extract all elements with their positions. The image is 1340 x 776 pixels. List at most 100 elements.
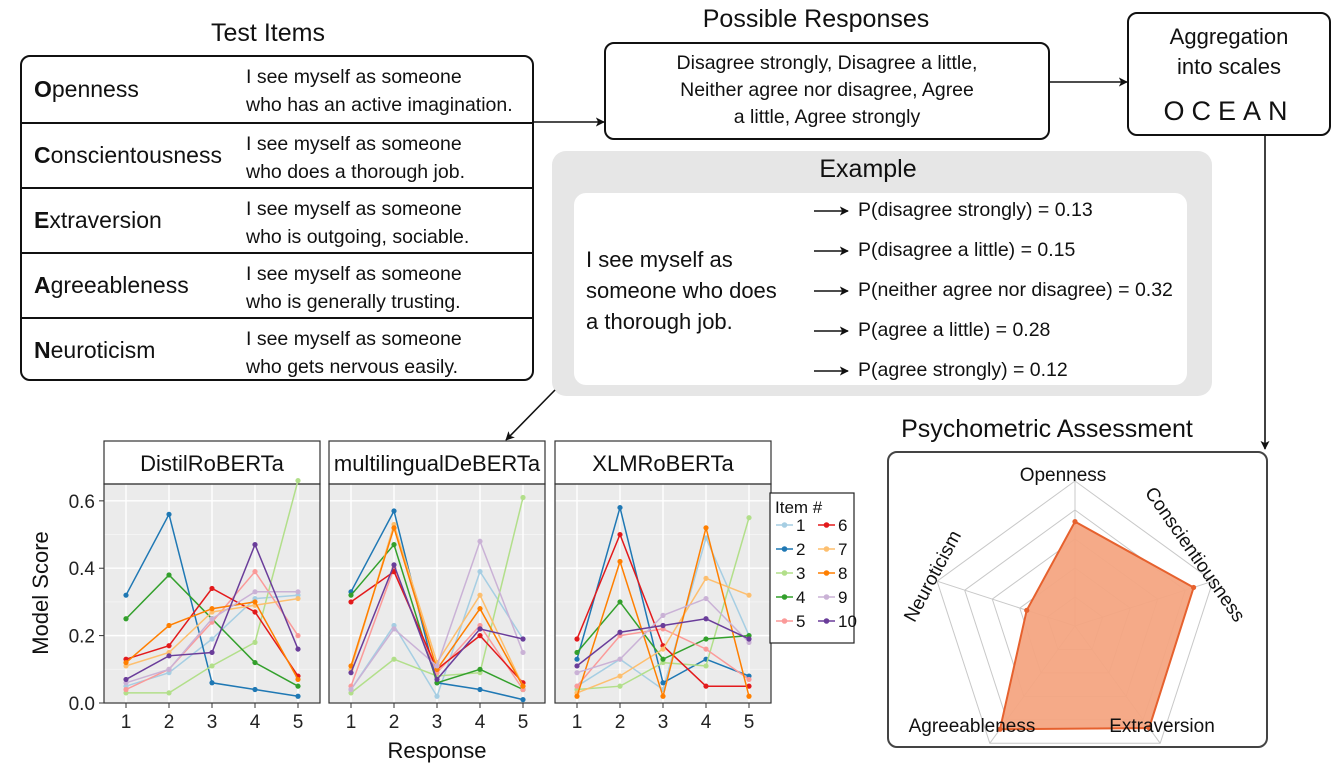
y-tick-label: 0.4 — [69, 559, 96, 580]
data-point — [295, 676, 301, 683]
data-point — [660, 646, 666, 652]
data-point — [617, 683, 623, 689]
x-tick-label: 2 — [389, 712, 400, 733]
probability-agree-strongly: P(agree strongly) = 0.12 — [858, 359, 1068, 381]
data-point — [252, 599, 258, 605]
data-point — [434, 693, 440, 699]
data-point — [209, 663, 215, 669]
legend-label: 6 — [838, 516, 847, 535]
legend-swatch-point — [781, 522, 788, 528]
probability-disagree-strongly: P(disagree strongly) = 0.13 — [858, 199, 1093, 221]
data-point — [252, 569, 258, 575]
panel-title: multilingualDeBERTa — [334, 451, 541, 476]
radar-label-extraversion: Extraversion — [1109, 716, 1215, 737]
data-point — [477, 592, 483, 598]
data-point — [703, 646, 709, 652]
data-point — [391, 542, 397, 548]
data-point — [348, 599, 354, 605]
data-point — [209, 636, 215, 642]
data-point — [252, 639, 258, 645]
data-point — [166, 643, 172, 649]
data-point — [746, 676, 752, 683]
legend-swatch-point — [781, 594, 788, 600]
data-point — [209, 680, 215, 686]
data-point — [391, 626, 397, 632]
example-inner-box — [574, 193, 1187, 385]
flow-arrows — [505, 77, 1270, 450]
radar-label-agreeableness: Agreeableness — [909, 716, 1036, 737]
data-point — [574, 649, 580, 656]
data-point — [746, 683, 752, 689]
data-point — [660, 622, 666, 629]
legend-label: 7 — [838, 540, 847, 559]
radar-point — [1190, 584, 1197, 591]
data-point — [746, 636, 752, 642]
x-axis-label: Response — [387, 738, 486, 763]
data-point — [252, 659, 258, 666]
legend-label: 9 — [838, 588, 847, 607]
data-point — [123, 616, 129, 622]
legend-swatch-point — [781, 618, 788, 624]
data-point — [477, 686, 483, 693]
panel-strip — [103, 440, 321, 485]
data-point — [166, 572, 172, 578]
legend-label: 2 — [796, 540, 805, 559]
data-point — [166, 690, 172, 696]
test-items-title: Test Items — [211, 19, 325, 47]
data-point — [295, 693, 301, 699]
x-tick-label: 5 — [518, 712, 529, 733]
responses-line: Disagree strongly, Disagree a little, — [676, 52, 978, 74]
legend-box — [769, 492, 855, 644]
data-point — [520, 636, 526, 642]
x-tick-label: 3 — [207, 712, 218, 733]
data-point — [574, 693, 580, 699]
y-tick-label: 0.2 — [69, 627, 95, 648]
responses-title: Possible Responses — [702, 5, 930, 33]
data-point — [660, 656, 666, 662]
data-point — [123, 659, 129, 666]
data-point — [703, 616, 709, 622]
legend-label: 3 — [796, 564, 805, 583]
panel-strip — [554, 440, 772, 485]
data-point — [209, 585, 215, 592]
item-statement: I see myself as someone who does a thorou… — [246, 133, 465, 183]
data-point — [252, 589, 258, 595]
data-point — [252, 609, 258, 615]
radar-point — [997, 726, 1003, 732]
data-point — [520, 649, 526, 656]
example-statement: I see myself as someone who does a thoro… — [586, 247, 777, 334]
data-point — [617, 558, 623, 565]
legend-swatch-point — [781, 546, 788, 552]
legend-label: 1 — [796, 516, 805, 535]
legend-label: 4 — [796, 588, 805, 607]
data-point — [703, 636, 709, 642]
data-point — [295, 478, 301, 484]
legend-swatch-point — [823, 594, 830, 600]
data-point — [295, 589, 301, 595]
y-axis-label: Model Score — [28, 531, 53, 655]
panel-title: DistilRoBERTa — [140, 451, 285, 476]
legend-swatch-point — [823, 570, 830, 576]
panel-title: XLMRoBERTa — [592, 451, 734, 476]
x-tick-label: 3 — [658, 712, 669, 733]
radar-point — [1072, 519, 1078, 525]
data-point — [166, 666, 172, 672]
data-point — [574, 683, 580, 689]
radar-label-openness: Openness — [1020, 465, 1107, 486]
radar-area — [998, 520, 1195, 731]
x-tick-label: 1 — [121, 712, 132, 733]
data-point — [617, 599, 623, 605]
data-point — [348, 686, 354, 693]
data-point — [434, 676, 440, 683]
data-point — [617, 504, 623, 511]
aggregation-line: into scales — [1177, 54, 1281, 79]
data-point — [348, 592, 354, 598]
data-point — [391, 525, 397, 531]
